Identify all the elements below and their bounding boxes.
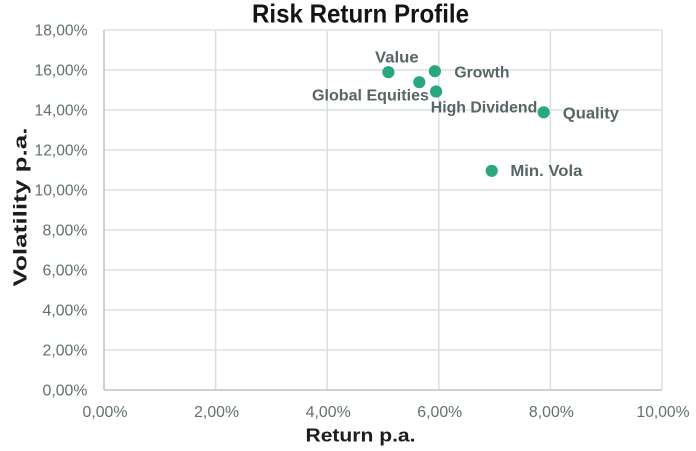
svg-text:Min. Vola: Min. Vola xyxy=(510,163,582,180)
svg-text:8,00%: 8,00% xyxy=(529,404,574,421)
svg-text:6,00%: 6,00% xyxy=(417,404,462,421)
svg-text:Quality: Quality xyxy=(563,106,620,123)
svg-text:Risk Return Profile: Risk Return Profile xyxy=(252,0,469,29)
svg-text:8,00%: 8,00% xyxy=(43,223,88,240)
svg-text:Value: Value xyxy=(375,50,419,67)
svg-text:4,00%: 4,00% xyxy=(43,303,88,320)
svg-text:16,00%: 16,00% xyxy=(35,63,88,80)
svg-text:0,00%: 0,00% xyxy=(83,404,128,421)
svg-text:12,00%: 12,00% xyxy=(35,143,88,160)
svg-text:High Dividend: High Dividend xyxy=(431,99,538,116)
svg-text:Global Equities: Global Equities xyxy=(312,87,429,104)
svg-text:Return p.a.: Return p.a. xyxy=(306,426,416,446)
svg-text:10,00%: 10,00% xyxy=(35,183,88,200)
svg-text:2,00%: 2,00% xyxy=(194,404,239,421)
svg-text:18,00%: 18,00% xyxy=(35,23,88,40)
svg-text:6,00%: 6,00% xyxy=(43,263,88,280)
svg-text:Growth: Growth xyxy=(454,65,509,82)
svg-text:4,00%: 4,00% xyxy=(306,404,351,421)
svg-text:10,00%: 10,00% xyxy=(637,404,690,421)
svg-text:2,00%: 2,00% xyxy=(43,343,88,360)
svg-text:14,00%: 14,00% xyxy=(35,103,88,120)
svg-text:Volatility p.a.: Volatility p.a. xyxy=(11,128,31,287)
svg-text:0,00%: 0,00% xyxy=(43,383,88,400)
